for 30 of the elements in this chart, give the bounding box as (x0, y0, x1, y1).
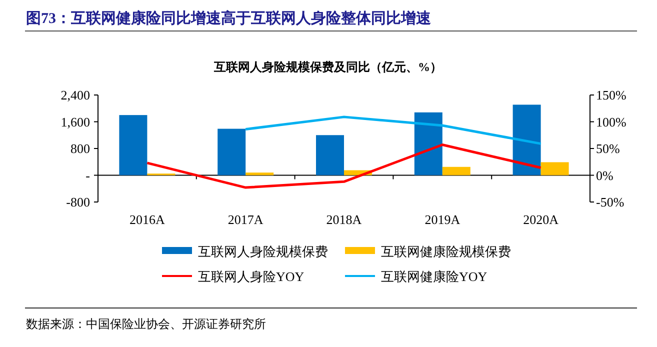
y-tick-label: 800 (70, 141, 90, 156)
legend-label: 互联网健康险规模保费 (381, 244, 511, 259)
bar (218, 128, 246, 176)
y-tick-label: -800 (66, 194, 90, 210)
y-tick-label: 2,400 (60, 88, 90, 102)
x-tick-label: 2020A (523, 212, 560, 227)
x-tick-label: 2018A (326, 212, 362, 227)
y2-tick-label: 50% (596, 141, 620, 156)
legend-label: 互联网人身险YOY (198, 269, 305, 284)
y-tick-label: - (86, 168, 90, 183)
bar (512, 104, 541, 176)
y2-tick-label: 100% (596, 114, 626, 130)
bar (540, 162, 569, 176)
y2-tick-label: 150% (596, 88, 626, 102)
source-note: 数据来源：中国保险业协会、开源证券研究所 (26, 317, 266, 331)
bar (414, 112, 442, 176)
bar (442, 166, 470, 176)
chart-title: 图73：互联网健康险同比增速高于互联网人身险整体同比增速 (26, 9, 432, 27)
chart-subtitle: 互联网人身险规模保费及同比（亿元、%） (213, 60, 442, 74)
x-tick-label: 2019A (424, 212, 461, 227)
legend-label: 互联网健康险YOY (381, 269, 488, 284)
x-tick-label: 2017A (228, 212, 264, 227)
bar (246, 172, 274, 176)
y2-tick-label: -50% (596, 194, 624, 210)
bar (316, 135, 344, 176)
x-tick-label: 2016A (130, 212, 166, 227)
bar (119, 115, 148, 176)
y2-tick-label: 0% (596, 168, 614, 183)
y-tick-label: 1,600 (60, 114, 90, 130)
legend-label: 互联网人身险规模保费 (198, 244, 328, 259)
